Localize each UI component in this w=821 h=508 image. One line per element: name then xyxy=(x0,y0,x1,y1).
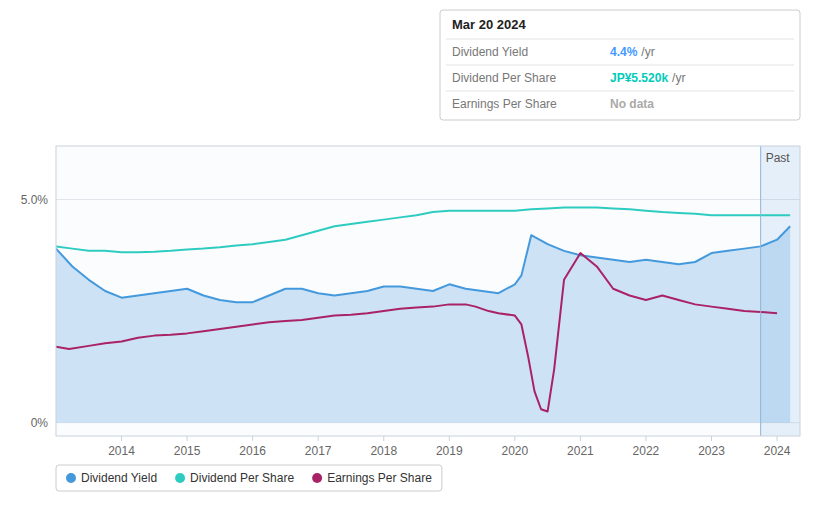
tooltip-value: No data xyxy=(610,97,654,111)
x-tick xyxy=(383,436,384,441)
tooltip-suffix: /yr xyxy=(672,71,685,85)
x-tick xyxy=(187,436,188,441)
tooltip-separator xyxy=(446,65,794,66)
tooltip-suffix: /yr xyxy=(641,45,654,59)
grid-line xyxy=(56,199,800,200)
tooltip-label: Dividend Per Share xyxy=(452,71,556,85)
tooltip-separator xyxy=(446,39,794,40)
x-tick-label: 2021 xyxy=(567,444,594,458)
series-area xyxy=(56,226,790,422)
x-tick-label: 2016 xyxy=(239,444,266,458)
x-tick xyxy=(645,436,646,441)
x-tick xyxy=(318,436,319,441)
x-tick-label: 2018 xyxy=(370,444,397,458)
tooltip-title: Mar 20 2024 xyxy=(452,17,526,32)
tooltip-separator xyxy=(446,91,794,92)
legend-label: Dividend Per Share xyxy=(190,471,294,485)
legend-label: Dividend Yield xyxy=(81,471,157,485)
x-tick-label: 2022 xyxy=(633,444,660,458)
series-line xyxy=(56,208,790,253)
past-divider xyxy=(760,146,761,436)
x-tick xyxy=(252,436,253,441)
x-tick-label: 2019 xyxy=(436,444,463,458)
x-tick xyxy=(711,436,712,441)
series-line xyxy=(56,253,777,411)
x-tick xyxy=(514,436,515,441)
tooltip-label: Dividend Yield xyxy=(452,45,528,59)
legend-marker xyxy=(66,473,76,483)
tooltip-box xyxy=(440,10,800,120)
x-tick-label: 2023 xyxy=(698,444,725,458)
x-tick-label: 2015 xyxy=(174,444,201,458)
x-tick xyxy=(777,436,778,441)
x-tick-label: 2014 xyxy=(108,444,135,458)
plot-area xyxy=(56,146,800,436)
x-tick-label: 2024 xyxy=(764,444,791,458)
legend-marker xyxy=(175,473,185,483)
series-line xyxy=(56,226,790,302)
annotation: Past xyxy=(766,151,791,165)
page: {"chart_data": { "type": "line", "xlim":… xyxy=(0,0,821,508)
x-tick-label: 2020 xyxy=(502,444,529,458)
tooltip: Mar 20 2024Dividend Yield4.4%/yrDividend… xyxy=(440,10,800,120)
plot-background xyxy=(56,146,800,436)
legend-box xyxy=(56,465,442,491)
x-tick xyxy=(121,436,122,441)
tooltip-value: JP¥5.520k xyxy=(610,71,668,85)
legend: Dividend Yield Dividend Per Share Earnings… xyxy=(56,465,442,491)
plot-frame xyxy=(56,146,800,436)
tooltip-label: Earnings Per Share xyxy=(452,97,557,111)
legend-marker xyxy=(312,473,322,483)
x-tick xyxy=(449,436,450,441)
y-tick-label: 0% xyxy=(31,416,49,430)
legend-label: Earnings Per Share xyxy=(327,471,432,485)
chart: 0% 5.0% Past 2014 2015 2016 2017 2018 2019 2020 20… xyxy=(0,0,821,508)
x-tick-label: 2017 xyxy=(305,444,332,458)
x-tick xyxy=(580,436,581,441)
y-tick-label: 5.0% xyxy=(21,193,49,207)
tooltip-value: 4.4% xyxy=(610,45,638,59)
grid xyxy=(56,200,800,423)
